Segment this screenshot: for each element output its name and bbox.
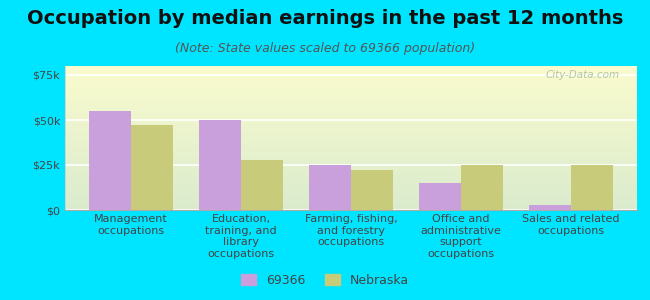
Bar bbox=[571, 165, 613, 210]
Bar bbox=[529, 205, 571, 210]
Bar bbox=[199, 120, 241, 210]
Bar bbox=[89, 111, 131, 210]
Bar bbox=[419, 183, 461, 210]
Text: Occupation by median earnings in the past 12 months: Occupation by median earnings in the pas… bbox=[27, 9, 623, 28]
Text: (Note: State values scaled to 69366 population): (Note: State values scaled to 69366 popu… bbox=[175, 42, 475, 55]
Bar bbox=[131, 125, 173, 210]
Bar bbox=[351, 170, 393, 210]
Legend: 69366, Nebraska: 69366, Nebraska bbox=[238, 270, 412, 291]
Text: City-Data.com: City-Data.com bbox=[546, 70, 620, 80]
Bar bbox=[309, 165, 351, 210]
Bar bbox=[461, 165, 503, 210]
Bar bbox=[241, 160, 283, 210]
